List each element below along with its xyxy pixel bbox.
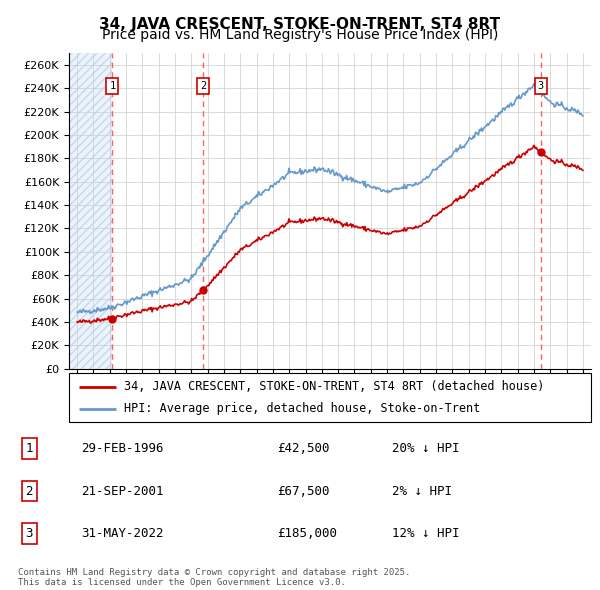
Text: 20% ↓ HPI: 20% ↓ HPI <box>392 442 460 455</box>
Text: 12% ↓ HPI: 12% ↓ HPI <box>392 527 460 540</box>
Text: 31-MAY-2022: 31-MAY-2022 <box>81 527 164 540</box>
Text: £67,500: £67,500 <box>277 484 329 498</box>
FancyBboxPatch shape <box>69 373 591 422</box>
Text: 29-FEB-1996: 29-FEB-1996 <box>81 442 164 455</box>
Text: 34, JAVA CRESCENT, STOKE-ON-TRENT, ST4 8RT (detached house): 34, JAVA CRESCENT, STOKE-ON-TRENT, ST4 8… <box>124 380 544 393</box>
Text: £185,000: £185,000 <box>277 527 337 540</box>
Text: 34, JAVA CRESCENT, STOKE-ON-TRENT, ST4 8RT: 34, JAVA CRESCENT, STOKE-ON-TRENT, ST4 8… <box>100 17 500 31</box>
Text: 21-SEP-2001: 21-SEP-2001 <box>81 484 164 498</box>
Text: Price paid vs. HM Land Registry's House Price Index (HPI): Price paid vs. HM Land Registry's House … <box>102 28 498 42</box>
Text: 3: 3 <box>26 527 33 540</box>
Text: HPI: Average price, detached house, Stoke-on-Trent: HPI: Average price, detached house, Stok… <box>124 402 480 415</box>
Text: 2% ↓ HPI: 2% ↓ HPI <box>392 484 452 498</box>
Bar <box>69 53 112 369</box>
Text: Contains HM Land Registry data © Crown copyright and database right 2025.
This d: Contains HM Land Registry data © Crown c… <box>18 568 410 587</box>
Text: 1: 1 <box>109 81 116 91</box>
Text: 3: 3 <box>538 81 544 91</box>
Text: 2: 2 <box>26 484 33 498</box>
Text: 1: 1 <box>26 442 33 455</box>
Bar <box>69 53 112 369</box>
Text: £42,500: £42,500 <box>277 442 329 455</box>
Text: 2: 2 <box>200 81 206 91</box>
